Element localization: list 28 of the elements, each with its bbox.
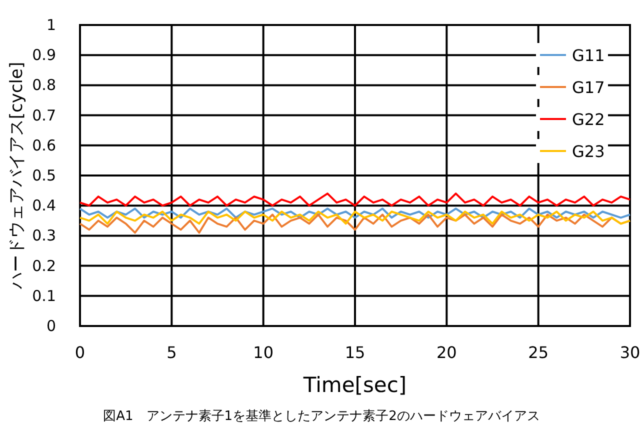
y-tick-label: 0.5: [32, 166, 56, 184]
y-tick-label: 0.3: [32, 226, 56, 245]
legend-label: G11: [572, 46, 605, 65]
y-tick-label: 0.2: [32, 256, 56, 275]
x-tick-label: 30: [620, 343, 640, 362]
y-tick-label: 0.4: [32, 196, 56, 215]
y-tick-label: 1: [46, 16, 56, 34]
y-tick-label: 0.1: [32, 286, 56, 305]
y-axis-title: ハードウェアバイアス[cycle]: [7, 62, 27, 290]
line-series: [79, 210, 631, 225]
x-tick-label: 5: [166, 343, 177, 362]
legend-label: G17: [572, 78, 605, 97]
y-tick-label: 0.6: [32, 136, 56, 154]
line-series: [79, 208, 631, 219]
y-tick-label: 0.9: [32, 46, 56, 64]
x-tick-label: 15: [344, 343, 366, 362]
x-tick-label: 25: [528, 343, 549, 362]
x-tick-label: 0: [74, 343, 86, 362]
x-tick-label: 10: [253, 343, 274, 362]
x-tick-label: 20: [436, 343, 457, 362]
legend-label: G23: [572, 142, 605, 161]
y-tick-label: 0: [46, 317, 56, 335]
y-tick-label: 0.8: [32, 76, 56, 94]
line-series: [79, 192, 631, 207]
caption: 図A1 アンテナ素子1を基準としたアンテナ素子2のハードウェアバイアス: [103, 409, 540, 424]
legend-label: G22: [572, 110, 605, 129]
x-axis-title: Time[sec]: [302, 373, 407, 397]
y-tick-label: 0.7: [32, 106, 56, 124]
